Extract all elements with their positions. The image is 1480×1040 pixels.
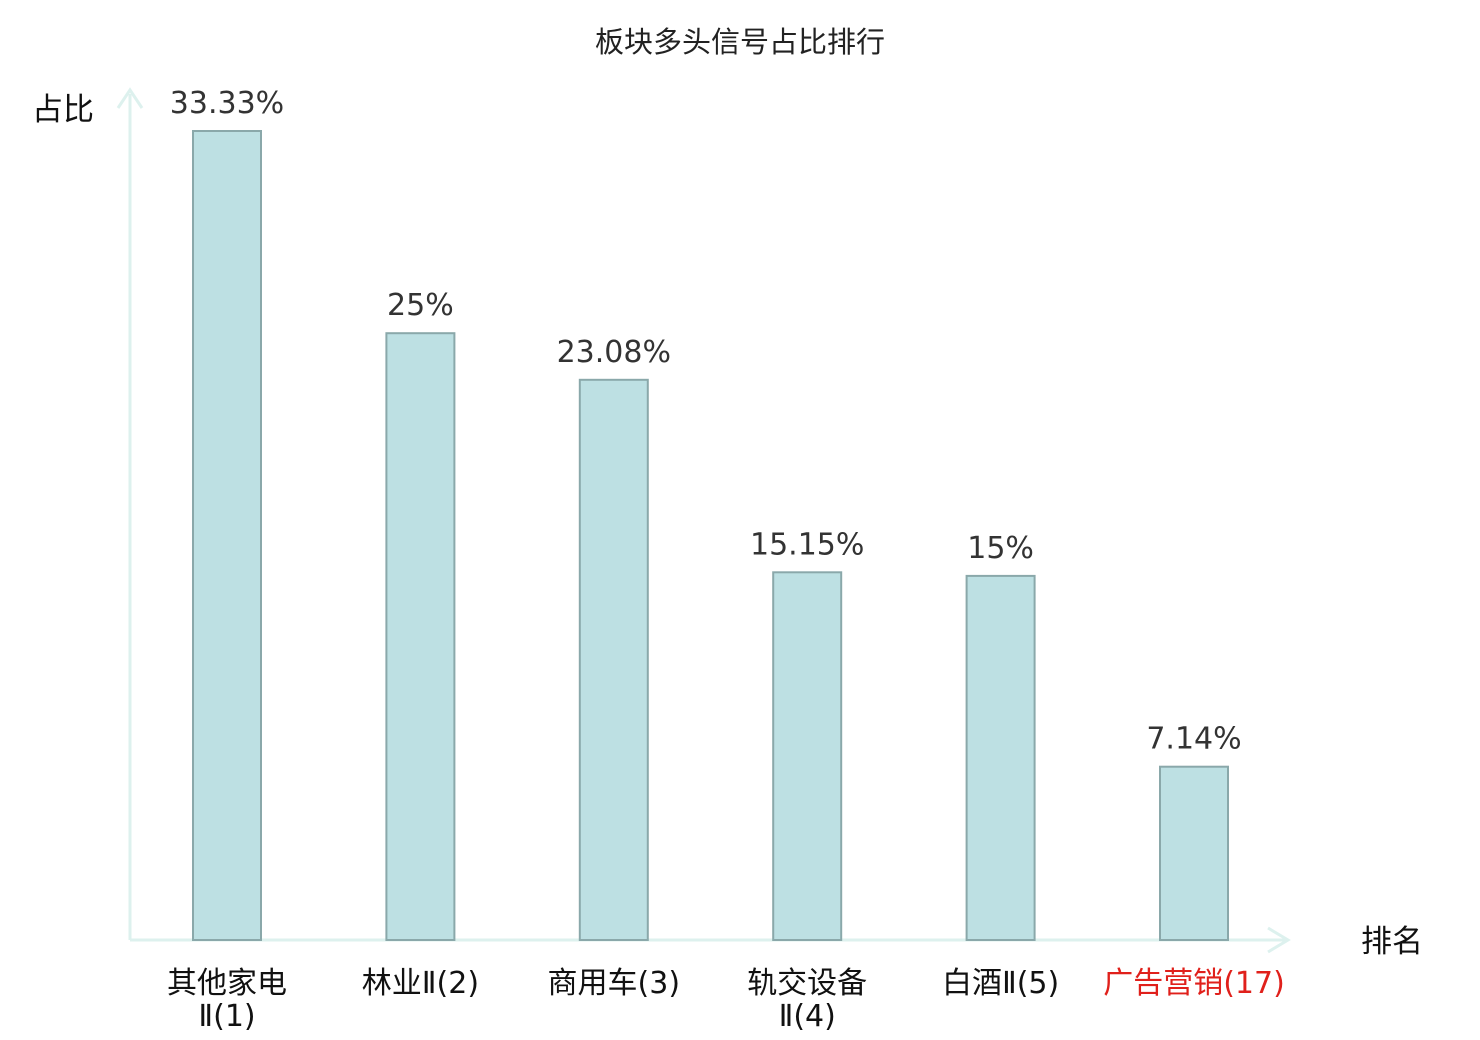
bar-value-label: 7.14% xyxy=(1146,722,1241,757)
bar-value-label: 15.15% xyxy=(750,527,864,562)
x-axis-arrow xyxy=(1267,926,1291,954)
bar xyxy=(578,378,649,941)
bar-value-label: 25% xyxy=(387,288,454,323)
y-axis-title: 占比 xyxy=(32,92,94,128)
x-axis-title: 排名 xyxy=(1361,924,1423,960)
chart-title: 板块多头信号占比排行 xyxy=(595,25,885,59)
x-tick-label: 商用车(3) xyxy=(548,966,681,1001)
bar xyxy=(772,571,843,941)
x-tick-label: 林业Ⅱ(2) xyxy=(362,966,479,1001)
bar-value-label: 23.08% xyxy=(557,335,671,370)
bar xyxy=(965,574,1036,942)
x-tick-label: Ⅱ(4) xyxy=(779,999,836,1034)
x-tick-label: 轨交设备 xyxy=(747,966,867,1001)
bar xyxy=(1159,765,1229,942)
bar xyxy=(192,130,262,941)
x-tick-label: Ⅱ(1) xyxy=(198,999,255,1034)
bars-group xyxy=(192,130,1229,942)
bar xyxy=(385,332,456,941)
value-labels-group: 33.33% 25% 23.08% 15.15% 15% 7.14% xyxy=(170,86,1242,757)
x-tick-label: 其他家电 xyxy=(167,966,287,1001)
y-axis-arrow xyxy=(116,87,144,109)
x-tick-label: 广告营销(17) xyxy=(1103,966,1285,1001)
bar-value-label: 15% xyxy=(967,531,1034,566)
x-tick-label: 白酒Ⅱ(5) xyxy=(942,966,1059,1001)
bar-value-label: 33.33% xyxy=(170,86,284,121)
